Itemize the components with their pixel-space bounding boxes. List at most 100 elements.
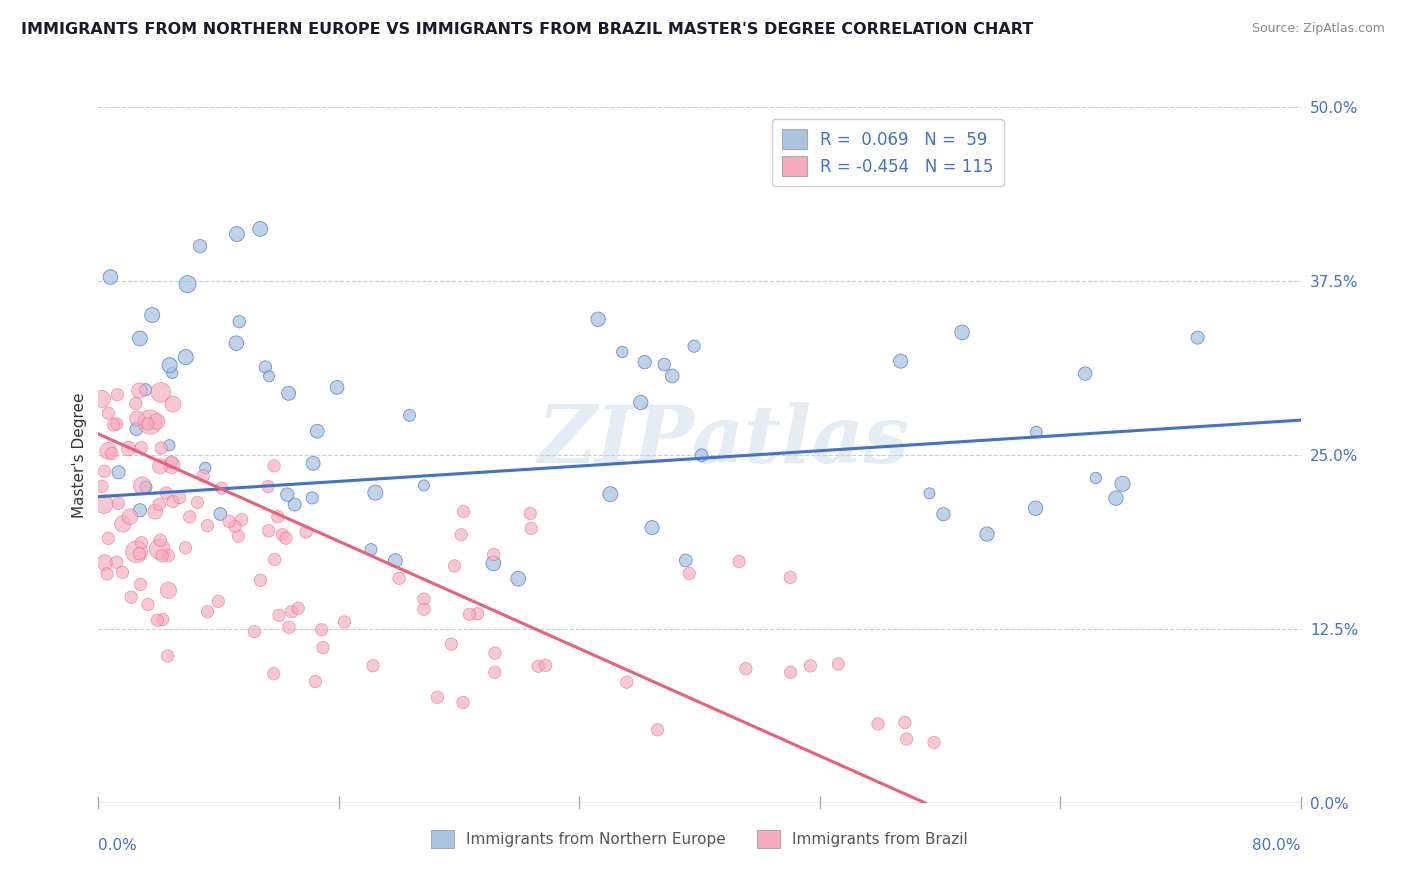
Point (287, 601, 309, 615)
Point (683, 339, 706, 353)
Point (150, 549, 173, 563)
Point (827, 657, 849, 671)
Point (97, 532, 120, 546)
Point (630, 395, 652, 409)
Point (976, 527, 998, 541)
Point (519, 507, 541, 521)
Point (97, 444, 120, 458)
Point (890, 354, 912, 368)
Point (139, 415, 162, 429)
Point (107, 496, 129, 510)
Point (249, 222, 271, 236)
Point (157, 583, 180, 598)
Point (197, 605, 219, 619)
Text: ZIPatlas: ZIPatlas (537, 402, 910, 480)
Point (194, 461, 217, 475)
Point (661, 369, 683, 384)
Point (520, 522, 543, 536)
Point (143, 505, 166, 519)
Point (228, 529, 250, 543)
Point (388, 571, 411, 585)
Point (129, 577, 152, 591)
Point (118, 509, 141, 524)
Point (150, 441, 173, 455)
Point (453, 505, 475, 519)
Point (107, 465, 129, 479)
Point (148, 497, 170, 511)
Point (160, 458, 183, 472)
Point (866, 716, 889, 731)
Point (100, 270, 122, 285)
Point (103, 417, 125, 432)
Point (482, 547, 505, 561)
Text: 80.0%: 80.0% (1253, 838, 1301, 853)
Point (159, 359, 181, 373)
Point (93, 464, 115, 478)
Point (426, 690, 449, 705)
Point (231, 513, 253, 527)
Point (690, 448, 713, 462)
Point (267, 509, 290, 524)
Point (527, 659, 550, 673)
Point (224, 519, 246, 533)
Point (634, 355, 657, 369)
Point (384, 553, 406, 567)
Point (1187, 331, 1209, 345)
Point (263, 458, 285, 473)
Point (641, 521, 664, 535)
Point (157, 438, 180, 452)
Point (277, 386, 299, 401)
Point (451, 696, 474, 710)
Point (131, 478, 153, 492)
Point (157, 549, 180, 563)
Point (675, 553, 697, 567)
Point (225, 336, 247, 351)
Point (120, 590, 142, 604)
Point (105, 555, 128, 569)
Point (443, 558, 465, 573)
Point (125, 396, 148, 410)
Point (125, 545, 148, 559)
Point (152, 612, 174, 626)
Point (1111, 476, 1133, 491)
Point (90, 479, 112, 493)
Point (1074, 367, 1097, 381)
Point (1084, 471, 1107, 485)
Point (111, 566, 134, 580)
Text: 0.0%: 0.0% (98, 838, 138, 853)
Point (257, 524, 280, 538)
Point (218, 514, 240, 528)
Point (136, 417, 159, 431)
Point (136, 598, 159, 612)
Point (149, 542, 172, 557)
Point (482, 557, 505, 571)
Point (207, 594, 229, 608)
Point (97, 406, 120, 420)
Point (484, 646, 506, 660)
Point (129, 503, 152, 517)
Point (197, 518, 219, 533)
Point (932, 507, 955, 521)
Point (616, 675, 638, 690)
Point (176, 277, 198, 292)
Point (284, 498, 307, 512)
Point (211, 481, 233, 495)
Point (263, 552, 285, 566)
Point (301, 491, 323, 505)
Point (1025, 425, 1047, 439)
Point (149, 533, 172, 548)
Point (894, 715, 917, 730)
Point (413, 602, 436, 616)
Point (302, 456, 325, 470)
Point (174, 541, 197, 555)
Point (257, 369, 280, 384)
Point (174, 350, 197, 364)
Point (779, 665, 801, 680)
Point (274, 531, 297, 545)
Point (94, 556, 117, 570)
Point (534, 658, 557, 673)
Point (295, 524, 318, 539)
Point (169, 491, 191, 505)
Point (209, 507, 232, 521)
Point (678, 566, 700, 581)
